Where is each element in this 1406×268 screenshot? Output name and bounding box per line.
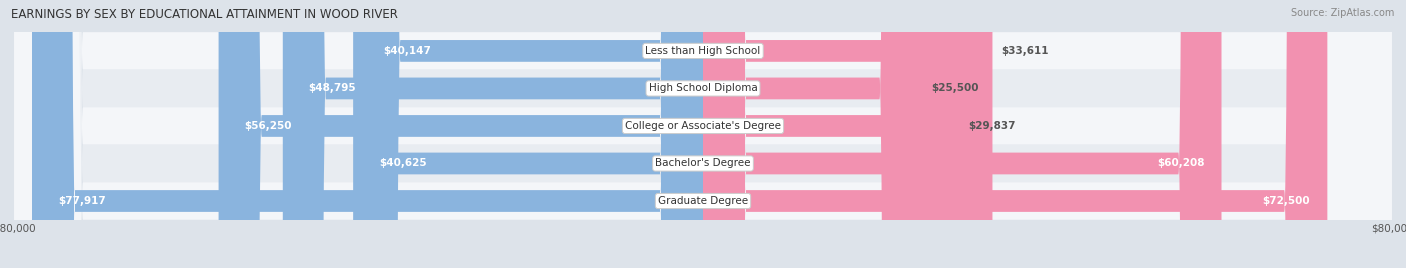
FancyBboxPatch shape xyxy=(357,0,703,268)
Text: Bachelor's Degree: Bachelor's Degree xyxy=(655,158,751,169)
Text: $25,500: $25,500 xyxy=(931,83,979,94)
Text: $72,500: $72,500 xyxy=(1263,196,1310,206)
FancyBboxPatch shape xyxy=(283,0,703,268)
FancyBboxPatch shape xyxy=(14,0,1392,268)
FancyBboxPatch shape xyxy=(353,0,703,268)
FancyBboxPatch shape xyxy=(703,0,960,268)
Text: $29,837: $29,837 xyxy=(969,121,1017,131)
FancyBboxPatch shape xyxy=(32,0,703,268)
FancyBboxPatch shape xyxy=(218,0,703,268)
Text: $33,611: $33,611 xyxy=(1001,46,1049,56)
Text: $56,250: $56,250 xyxy=(245,121,292,131)
Text: $40,625: $40,625 xyxy=(380,158,426,169)
FancyBboxPatch shape xyxy=(703,0,1327,268)
FancyBboxPatch shape xyxy=(14,0,1392,268)
Text: High School Diploma: High School Diploma xyxy=(648,83,758,94)
Text: $60,208: $60,208 xyxy=(1157,158,1205,169)
FancyBboxPatch shape xyxy=(703,0,993,268)
FancyBboxPatch shape xyxy=(14,0,1392,268)
FancyBboxPatch shape xyxy=(703,0,1222,268)
FancyBboxPatch shape xyxy=(14,0,1392,268)
Text: $40,147: $40,147 xyxy=(382,46,432,56)
FancyBboxPatch shape xyxy=(703,0,922,268)
Text: $48,795: $48,795 xyxy=(309,83,356,94)
Text: $77,917: $77,917 xyxy=(58,196,105,206)
Text: EARNINGS BY SEX BY EDUCATIONAL ATTAINMENT IN WOOD RIVER: EARNINGS BY SEX BY EDUCATIONAL ATTAINMEN… xyxy=(11,8,398,21)
Text: Graduate Degree: Graduate Degree xyxy=(658,196,748,206)
Text: College or Associate's Degree: College or Associate's Degree xyxy=(626,121,780,131)
FancyBboxPatch shape xyxy=(14,0,1392,268)
Text: Source: ZipAtlas.com: Source: ZipAtlas.com xyxy=(1291,8,1395,18)
Text: Less than High School: Less than High School xyxy=(645,46,761,56)
Legend: Male, Female: Male, Female xyxy=(644,267,762,268)
